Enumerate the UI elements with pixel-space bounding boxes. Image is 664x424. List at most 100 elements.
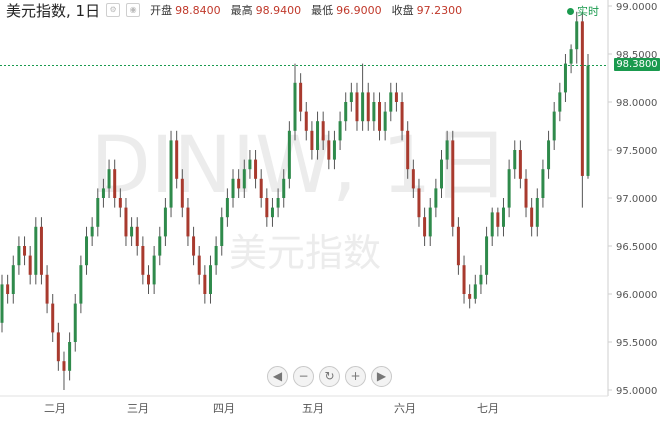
chart-settings-icon[interactable]: ⚙ xyxy=(106,3,121,17)
candle-body xyxy=(417,188,421,218)
candle-body xyxy=(575,21,579,50)
candle-body xyxy=(28,255,32,275)
candle-body xyxy=(208,265,212,294)
candle-body xyxy=(51,303,55,333)
reset-button[interactable]: ↻ xyxy=(319,366,340,387)
candle-body xyxy=(535,198,539,227)
candle-body xyxy=(361,92,365,122)
candle-body xyxy=(496,212,500,227)
x-tick-label: 六月 xyxy=(394,402,416,415)
high-label: 最高 xyxy=(230,4,253,17)
candle-body xyxy=(383,111,387,131)
candle-body xyxy=(355,92,359,122)
candle-body xyxy=(101,188,105,198)
candle-body xyxy=(45,274,49,304)
candle-body xyxy=(411,169,415,189)
candle-body xyxy=(147,274,150,285)
candle-body xyxy=(23,246,27,256)
candle-body xyxy=(6,284,10,294)
candle-body xyxy=(62,361,66,371)
candle-body xyxy=(552,111,556,141)
x-tick-label: 四月 xyxy=(213,402,235,415)
candle-body xyxy=(73,303,77,342)
candle-body xyxy=(90,226,94,237)
scroll-left-button[interactable]: ◀ xyxy=(267,366,288,387)
candle-body xyxy=(366,92,370,122)
watermark-name: 美元指数 xyxy=(229,231,381,275)
realtime-indicator[interactable]: 实时 xyxy=(567,3,599,19)
candle-body xyxy=(569,49,573,64)
candle-body xyxy=(462,265,466,294)
open-label: 开盘 xyxy=(150,4,173,17)
candle-body xyxy=(152,255,156,285)
candle-body xyxy=(485,236,489,275)
x-tick-label: 二月 xyxy=(44,402,66,415)
candle-body xyxy=(406,130,410,170)
x-tick-label: 五月 xyxy=(302,402,324,415)
candle-body xyxy=(141,246,145,275)
candle-body xyxy=(270,207,274,218)
candle-body xyxy=(118,198,122,208)
candle-body xyxy=(299,82,303,112)
x-tick-label: 三月 xyxy=(127,402,149,415)
candle-body xyxy=(68,342,72,371)
current-price-tag: 98.3800 xyxy=(614,58,660,71)
candle-body xyxy=(451,140,455,227)
y-tick-label: 97.5000 xyxy=(616,146,657,157)
candle-body xyxy=(524,178,528,208)
candle-body xyxy=(445,140,449,160)
candle-body xyxy=(17,246,21,266)
candle-body xyxy=(276,198,280,208)
candle-body xyxy=(501,207,505,227)
candle-body xyxy=(56,332,60,362)
x-tick-label: 七月 xyxy=(477,402,499,415)
candle-body xyxy=(541,169,545,198)
candle-body xyxy=(287,130,291,179)
candle-body xyxy=(440,159,443,189)
candle-body xyxy=(490,212,494,237)
candle-body xyxy=(468,294,472,299)
chart-eye-icon[interactable]: ◉ xyxy=(126,3,141,17)
open-value: 98.8400 xyxy=(175,3,221,17)
candle-body xyxy=(332,140,336,160)
candle-body xyxy=(282,178,286,198)
realtime-label: 实时 xyxy=(577,5,599,18)
candle-body xyxy=(349,92,353,102)
candle-body xyxy=(265,198,269,218)
candle-body xyxy=(11,265,15,294)
zoom-out-button[interactable]: − xyxy=(293,366,314,387)
candle-body xyxy=(259,178,263,198)
close-value: 97.2300 xyxy=(416,3,463,17)
candle-body xyxy=(423,217,427,237)
candle-body xyxy=(327,140,331,160)
y-tick-label: 95.0000 xyxy=(616,386,657,397)
candle-body xyxy=(389,92,393,112)
candle-body xyxy=(428,207,432,237)
y-tick-label: 96.0000 xyxy=(616,290,657,301)
candle-body xyxy=(563,63,567,93)
candle-body xyxy=(107,169,111,189)
candle-body xyxy=(180,178,184,208)
candle-body xyxy=(158,236,162,256)
candle-body xyxy=(530,207,534,227)
scroll-right-button[interactable]: ▶ xyxy=(371,366,392,387)
candle-body xyxy=(473,284,477,299)
symbol-title: 美元指数, 1日 xyxy=(6,1,101,20)
candle-body xyxy=(203,274,207,294)
low-label: 最低 xyxy=(311,4,334,17)
high-value: 98.9400 xyxy=(255,3,302,17)
candle-body xyxy=(124,207,128,237)
candle-body xyxy=(586,65,590,176)
zoom-in-button[interactable]: + xyxy=(345,366,366,387)
chart-header: 美元指数, 1日 ⚙ ◉ 开盘 98.8400 最高 98.9400 最低 96… xyxy=(6,0,462,20)
candle-body xyxy=(321,121,325,141)
candle-body xyxy=(518,150,522,179)
candle-body xyxy=(175,140,179,179)
y-tick-label: 98.0000 xyxy=(616,98,657,109)
candle-body xyxy=(479,274,483,285)
candle-body xyxy=(344,102,348,122)
candle-body xyxy=(507,169,511,208)
candle-body xyxy=(400,102,404,131)
